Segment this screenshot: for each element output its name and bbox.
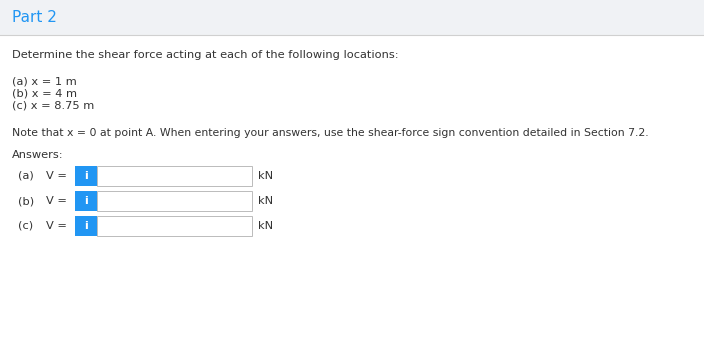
Text: (c) x = 8.75 m: (c) x = 8.75 m <box>12 100 94 110</box>
Text: Determine the shear force acting at each of the following locations:: Determine the shear force acting at each… <box>12 50 398 60</box>
Bar <box>75 191 97 211</box>
Bar <box>75 166 97 186</box>
Text: V =: V = <box>46 196 67 206</box>
Text: Note that x = 0 at point A. When entering your answers, use the shear-force sign: Note that x = 0 at point A. When enterin… <box>12 128 648 138</box>
Text: V =: V = <box>46 171 67 181</box>
Text: i: i <box>84 171 88 181</box>
Text: kN: kN <box>258 221 273 231</box>
Text: (b) x = 4 m: (b) x = 4 m <box>12 88 77 98</box>
Bar <box>0 0 704 35</box>
Text: V =: V = <box>46 221 67 231</box>
Bar <box>97 216 252 236</box>
Text: (b): (b) <box>18 196 34 206</box>
Bar <box>97 191 252 211</box>
Bar <box>75 216 97 236</box>
Text: (a) x = 1 m: (a) x = 1 m <box>12 76 77 86</box>
Text: kN: kN <box>258 196 273 206</box>
Text: kN: kN <box>258 171 273 181</box>
Text: (a): (a) <box>18 171 34 181</box>
Bar <box>0 35 704 349</box>
Bar <box>97 166 252 186</box>
Text: i: i <box>84 221 88 231</box>
Text: (c): (c) <box>18 221 33 231</box>
Text: i: i <box>84 196 88 206</box>
Text: Answers:: Answers: <box>12 150 63 160</box>
Text: Part 2: Part 2 <box>12 10 57 25</box>
